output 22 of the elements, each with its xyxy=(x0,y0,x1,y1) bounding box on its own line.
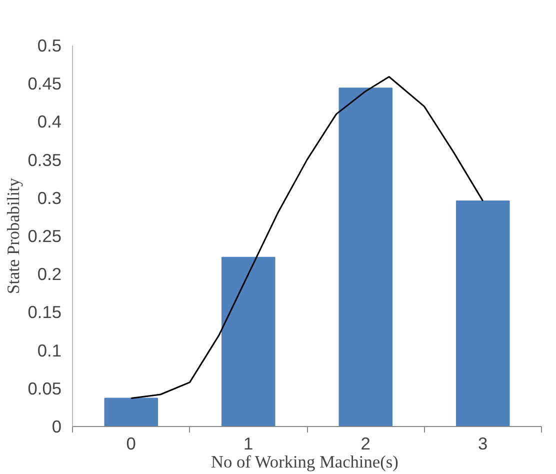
y-tick-label: 0.45 xyxy=(28,74,62,94)
y-tick-label: 0.25 xyxy=(28,226,62,246)
x-tick-label: 0 xyxy=(126,434,136,454)
x-tick-label: 1 xyxy=(244,434,254,454)
x-axis-title: No of Working Machine(s) xyxy=(210,452,399,472)
x-tick-label: 2 xyxy=(360,434,370,454)
y-axis-title: State Probability xyxy=(4,178,23,294)
y-tick-label: 0.35 xyxy=(28,150,62,170)
bar xyxy=(221,256,276,426)
y-tick-label: 0.4 xyxy=(37,112,62,132)
y-tick-label: 0 xyxy=(52,416,62,436)
y-tick-label: 0.2 xyxy=(37,264,62,284)
bar xyxy=(338,88,393,426)
y-tick-label: 0.5 xyxy=(37,36,62,56)
line-series xyxy=(130,76,484,400)
y-tick-label: 0.05 xyxy=(28,378,62,398)
bar xyxy=(456,200,510,426)
y-tick-label: 0.1 xyxy=(37,340,62,360)
y-tick-label: 0.3 xyxy=(37,188,62,208)
y-tick-label: 0.15 xyxy=(28,302,62,322)
bar xyxy=(104,398,158,426)
x-tick-label: 3 xyxy=(478,434,488,454)
